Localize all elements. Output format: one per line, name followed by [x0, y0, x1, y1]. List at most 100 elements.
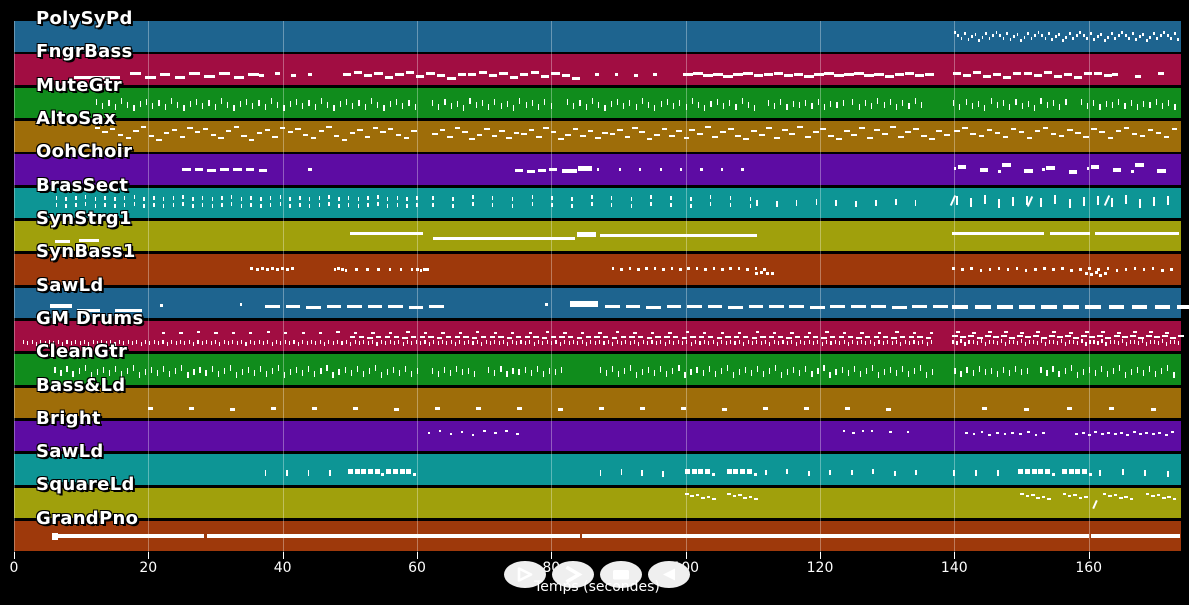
note-mark: [432, 202, 434, 207]
note-mark: [743, 138, 750, 141]
note-mark: [851, 134, 858, 137]
note-mark: [864, 99, 866, 106]
note-mark: [1118, 364, 1121, 371]
note-mark: [620, 268, 623, 271]
note-mark: [1138, 34, 1141, 38]
note-mark: [930, 332, 934, 335]
note-mark: [264, 103, 266, 110]
note-mark: [1040, 366, 1042, 373]
note-mark: [841, 366, 843, 373]
note-mark: [1006, 268, 1010, 271]
note-mark: [696, 133, 703, 136]
note-mark: [320, 97, 323, 104]
note-mark: [1010, 128, 1017, 131]
note-mark: [824, 72, 834, 75]
note-mark: [498, 341, 500, 346]
note-mark: [678, 268, 682, 271]
note-mark: [1000, 339, 1002, 344]
note-mark: [307, 469, 310, 476]
note-mark: [905, 131, 912, 134]
note-mark: [579, 99, 581, 106]
note-mark: [371, 332, 375, 335]
note-mark: [289, 100, 291, 107]
note-mark: [295, 98, 298, 105]
note-mark: [654, 134, 660, 137]
note-mark: [333, 268, 337, 271]
note-mark: [1026, 430, 1030, 434]
note-mark: [979, 167, 989, 172]
note-mark: [572, 128, 579, 131]
note-mark: [804, 136, 811, 139]
note-mark: [1153, 340, 1156, 345]
note-mark: [161, 332, 166, 335]
note-mark: [1171, 128, 1178, 131]
note-mark: [746, 469, 752, 474]
note-mark: [953, 99, 955, 106]
x-tick-label: 60: [408, 560, 426, 576]
note-mark: [31, 340, 33, 345]
note-mark: [172, 202, 174, 207]
note-mark: [95, 98, 98, 105]
note-mark: [423, 332, 428, 335]
note-mark: [872, 469, 875, 474]
track-band-Bright: [14, 420, 1181, 452]
note-mark: [555, 340, 557, 345]
note-mark: [1041, 495, 1046, 498]
note-mark: [714, 370, 716, 377]
note-mark: [781, 129, 788, 132]
note-mark: [533, 342, 535, 347]
note-mark: [762, 370, 765, 377]
note-mark: [664, 335, 670, 339]
note-mark: [768, 335, 775, 339]
note-mark: [783, 74, 794, 77]
note-mark: [591, 97, 594, 104]
note-mark: [525, 101, 527, 108]
note-mark: [1068, 169, 1078, 174]
note-mark: [641, 97, 643, 104]
note-mark: [807, 332, 812, 335]
note-mark: [686, 340, 688, 345]
note-mark: [169, 370, 171, 377]
note-mark: [926, 371, 928, 378]
note-mark: [398, 340, 400, 345]
note-mark: [874, 129, 881, 132]
track-label: SawLd: [36, 441, 104, 463]
rewind-button[interactable]: [648, 561, 690, 588]
note-mark: [568, 341, 570, 346]
note-mark: [287, 131, 294, 134]
note-mark: [646, 138, 653, 141]
note-mark: [629, 335, 635, 339]
note-mark: [971, 102, 973, 109]
note-mark: [1036, 341, 1039, 346]
note-mark: [488, 103, 490, 110]
note-mark: [210, 341, 212, 346]
note-mark: [823, 103, 826, 110]
note-mark: [315, 341, 317, 346]
note-mark: [417, 367, 419, 374]
note-mark: [591, 194, 593, 199]
note-mark: [145, 368, 147, 375]
play-button[interactable]: [504, 561, 546, 588]
note-mark: [416, 268, 419, 271]
note-mark: [1045, 342, 1047, 347]
stop-button[interactable]: [600, 561, 642, 588]
track-band-SynBass1: [14, 254, 1181, 285]
note-mark: [798, 101, 801, 108]
note-mark: [1117, 33, 1120, 37]
note-mark: [1052, 99, 1055, 106]
note-mark: [123, 341, 125, 346]
note-mark: [764, 340, 767, 345]
note-mark: [1043, 127, 1049, 130]
note-mark: [974, 305, 991, 309]
note-mark: [629, 364, 632, 371]
note-mark: [327, 101, 329, 108]
note-mark: [703, 74, 713, 77]
note-mark: [696, 366, 698, 373]
note-mark: [367, 202, 369, 207]
note-mark: [444, 98, 446, 105]
track-band-FngrBass: [14, 54, 1181, 85]
note-mark: [786, 103, 788, 110]
note-mark: [187, 371, 189, 378]
fast-forward-button[interactable]: [552, 561, 594, 588]
note-mark: [192, 203, 194, 208]
